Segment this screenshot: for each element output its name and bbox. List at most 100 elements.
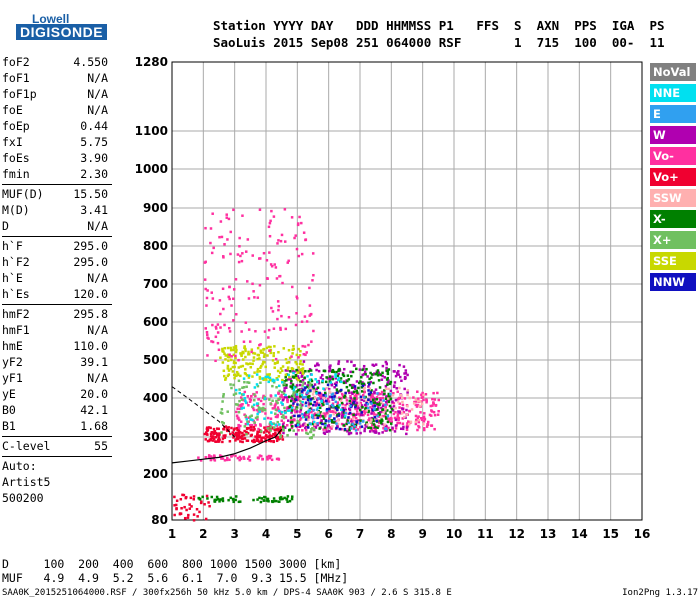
data-point: [286, 366, 290, 369]
data-point: [384, 403, 387, 407]
x-tick-label: 9: [418, 527, 426, 541]
data-point: [245, 430, 248, 434]
cluster-vo-12: [197, 453, 281, 462]
data-point: [222, 369, 226, 373]
data-point: [373, 397, 377, 401]
data-point: [328, 389, 331, 393]
data-point: [188, 507, 192, 510]
data-point: [261, 458, 264, 461]
data-point: [273, 426, 276, 429]
data-point: [379, 410, 382, 414]
data-point: [357, 412, 361, 416]
data-point: [271, 399, 274, 403]
data-point: [328, 409, 331, 413]
data-point: [346, 430, 349, 433]
data-point: [247, 426, 250, 430]
data-point: [273, 345, 276, 348]
data-point: [298, 383, 302, 387]
data-point: [174, 503, 178, 507]
data-point: [289, 377, 292, 381]
data-point: [230, 454, 233, 458]
data-point: [430, 409, 433, 412]
data-point: [297, 356, 300, 359]
legend-item-nne-1: NNE: [650, 84, 696, 102]
data-point: [358, 368, 362, 371]
data-point: [288, 375, 291, 379]
data-point: [380, 410, 384, 414]
cluster-vo-10: [203, 208, 315, 363]
data-point: [304, 414, 307, 417]
data-point: [405, 432, 408, 436]
data-point: [367, 392, 371, 396]
data-point: [203, 503, 206, 506]
data-point: [333, 385, 336, 389]
data-point: [284, 411, 287, 415]
data-point: [362, 391, 366, 394]
legend-item-ssw-6: SSW: [650, 189, 696, 207]
data-point: [398, 402, 402, 405]
data-point: [268, 234, 272, 238]
data-point: [361, 396, 365, 400]
data-point: [359, 380, 362, 383]
profile-trace: [171, 428, 283, 464]
data-point: [256, 404, 260, 407]
data-point: [342, 413, 345, 417]
data-point: [291, 414, 295, 418]
data-point: [358, 422, 362, 425]
data-point: [397, 416, 401, 420]
data-point: [242, 406, 245, 410]
data-point: [188, 503, 191, 506]
data-point: [325, 402, 329, 405]
param-value: N/A: [87, 87, 108, 101]
param-separator: [2, 236, 112, 237]
data-point: [294, 374, 298, 377]
data-point: [406, 404, 409, 408]
data-point: [367, 409, 370, 413]
data-point: [384, 387, 388, 390]
data-point: [395, 387, 398, 390]
data-point: [281, 423, 285, 426]
data-point: [336, 408, 339, 412]
data-point: [265, 277, 269, 280]
data-point: [316, 423, 319, 427]
header-labels: Station YYYY DAY DDD HHMMSS P1 FFS S AXN…: [213, 18, 665, 33]
data-point: [352, 390, 356, 394]
data-point: [401, 400, 404, 404]
data-point: [330, 403, 334, 407]
data-point: [327, 430, 331, 433]
data-point: [388, 404, 392, 408]
data-point: [347, 389, 350, 392]
data-point: [325, 412, 329, 415]
data-point: [284, 373, 288, 377]
data-point: [332, 412, 336, 416]
data-point: [370, 428, 373, 432]
data-point: [412, 396, 415, 399]
data-point: [291, 404, 295, 408]
data-point: [259, 366, 262, 369]
data-point: [274, 415, 278, 419]
data-point: [430, 424, 433, 427]
data-point: [346, 374, 350, 377]
data-point: [279, 412, 283, 415]
data-point: [270, 422, 274, 426]
data-point: [221, 497, 225, 500]
data-point: [389, 389, 393, 393]
data-point: [192, 498, 196, 501]
data-point: [386, 420, 390, 424]
data-point: [403, 377, 407, 381]
data-point: [208, 504, 211, 508]
data-point: [183, 517, 187, 520]
data-point: [229, 230, 232, 234]
data-point: [282, 392, 286, 396]
data-point: [312, 420, 316, 424]
data-point: [250, 394, 253, 398]
data-point: [262, 431, 266, 434]
data-point: [280, 435, 284, 438]
data-point: [283, 426, 287, 430]
data-point: [425, 398, 428, 401]
data-point: [299, 406, 303, 409]
data-point: [408, 409, 411, 413]
data-point: [433, 398, 437, 401]
data-point: [315, 401, 319, 404]
data-point: [376, 402, 379, 406]
